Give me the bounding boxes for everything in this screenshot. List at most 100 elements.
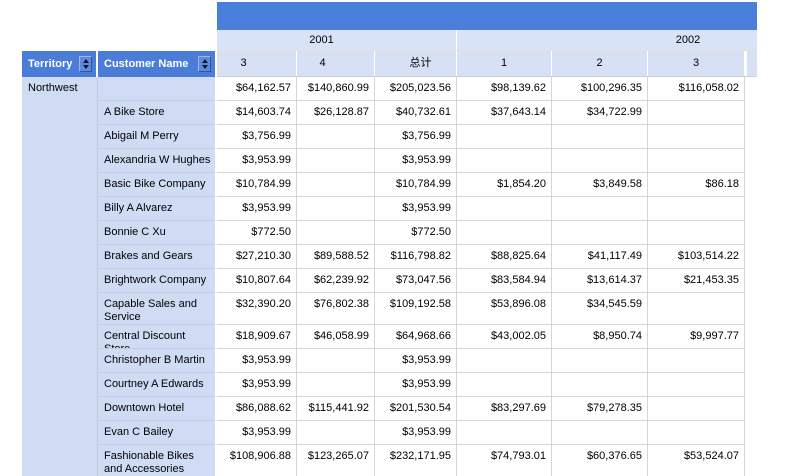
- table-row: $108,906.88 $123,265.07 $232,171.95 $74,…: [217, 445, 757, 476]
- value-cell: $3,756.99: [217, 125, 297, 149]
- territory-cell: [22, 293, 98, 325]
- table-row: $10,807.64 $62,239.92 $73,047.56 $83,584…: [217, 269, 757, 293]
- year-group-2002[interactable]: 2002: [675, 34, 701, 46]
- value-cell: $14,603.74: [217, 101, 297, 125]
- period-header-2002-3[interactable]: 3: [648, 51, 745, 76]
- value-cell: $64,162.57: [217, 77, 297, 101]
- customer-name-cell[interactable]: Central Discount Store: [98, 325, 215, 349]
- value-cell: [297, 149, 375, 173]
- customer-name-cell[interactable]: Christopher B Martin: [98, 349, 215, 373]
- value-cell: $3,953.99: [375, 373, 457, 397]
- table-row: $3,953.99 $3,953.99: [217, 373, 757, 397]
- value-cell: $76,802.38: [297, 293, 375, 325]
- period-header-2001-4[interactable]: 4: [297, 51, 375, 76]
- territory-cell: [22, 173, 98, 197]
- period-header-2002-2[interactable]: 2: [552, 51, 648, 76]
- sort-desc-icon: [82, 65, 89, 69]
- territory-cell: [22, 221, 98, 245]
- clipped-cell: [745, 149, 757, 173]
- row-header: Brakes and Gears: [22, 245, 215, 269]
- customer-name-cell[interactable]: Brightwork Company: [98, 269, 215, 293]
- clipped-cell: [745, 445, 757, 476]
- customer-name-cell[interactable]: Downtown Hotel: [98, 397, 215, 421]
- row-header-area: Territory Customer Name Northwest: [22, 51, 215, 476]
- clipped-cell: [745, 269, 757, 293]
- value-cell: [648, 421, 745, 445]
- territory-column-header[interactable]: Territory: [22, 51, 98, 77]
- customer-sort-button[interactable]: [198, 56, 211, 72]
- row-header: Courtney A Edwards: [22, 373, 215, 397]
- row-header: Brightwork Company: [22, 269, 215, 293]
- value-cell: $26,128.87: [297, 101, 375, 125]
- period-header-clipped: [747, 51, 757, 76]
- row-header: Abigail M Perry: [22, 125, 215, 149]
- table-row: $3,953.99 $3,953.99: [217, 197, 757, 221]
- value-cell: [552, 421, 648, 445]
- sort-desc-icon: [201, 65, 208, 69]
- value-cell: [297, 421, 375, 445]
- customer-name-cell[interactable]: Billy A Alvarez: [98, 197, 215, 221]
- period-header-grand-total[interactable]: 总计: [375, 51, 457, 76]
- customer-name-cell[interactable]: Capable Sales and Service: [98, 293, 215, 325]
- territory-cell: [22, 269, 98, 293]
- clipped-cell: [745, 373, 757, 397]
- value-cell: [552, 349, 648, 373]
- value-cell: $18,909.67: [217, 325, 297, 349]
- value-cell: $3,756.99: [375, 125, 457, 149]
- customer-name-cell[interactable]: Brakes and Gears: [98, 245, 215, 269]
- territory-cell: [22, 101, 98, 125]
- customer-name-cell[interactable]: Abigail M Perry: [98, 125, 215, 149]
- customer-name-cell[interactable]: Basic Bike Company: [98, 173, 215, 197]
- value-cell: [648, 125, 745, 149]
- value-cell: [552, 149, 648, 173]
- clipped-cell: [745, 125, 757, 149]
- value-cell: $27,210.30: [217, 245, 297, 269]
- row-header: Northwest: [22, 77, 215, 101]
- value-cell: $21,453.35: [648, 269, 745, 293]
- territory-cell: [22, 197, 98, 221]
- value-cell: $116,058.02: [648, 77, 745, 101]
- value-cell: [552, 197, 648, 221]
- value-cell: $53,524.07: [648, 445, 745, 476]
- customer-name-cell[interactable]: Evan C Bailey: [98, 421, 215, 445]
- territory-cell: [22, 349, 98, 373]
- value-cell: $123,265.07: [297, 445, 375, 476]
- customer-name-cell[interactable]: Bonnie C Xu: [98, 221, 215, 245]
- period-header-2001-3[interactable]: 3: [217, 51, 297, 76]
- value-cell: $83,297.69: [457, 397, 552, 421]
- value-cell: $3,953.99: [375, 197, 457, 221]
- value-cell: $98,139.62: [457, 77, 552, 101]
- customer-name-cell[interactable]: A Bike Store: [98, 101, 215, 125]
- table-row: $3,953.99 $3,953.99: [217, 149, 757, 173]
- value-cell: $34,545.59: [552, 293, 648, 325]
- territory-cell[interactable]: Northwest: [22, 77, 98, 101]
- customer-name-cell[interactable]: Alexandria W Hughes: [98, 149, 215, 173]
- territory-sort-button[interactable]: [79, 56, 92, 72]
- clipped-cell: [745, 77, 757, 101]
- value-cell: [648, 197, 745, 221]
- value-cell: $115,441.92: [297, 397, 375, 421]
- row-header: Evan C Bailey: [22, 421, 215, 445]
- row-header: A Bike Store: [22, 101, 215, 125]
- table-row: $14,603.74 $26,128.87 $40,732.61 $37,643…: [217, 101, 757, 125]
- value-cell: $3,953.99: [375, 421, 457, 445]
- value-cell: [457, 125, 552, 149]
- value-cell: $3,953.99: [375, 349, 457, 373]
- value-cell: $40,732.61: [375, 101, 457, 125]
- value-cell: $108,906.88: [217, 445, 297, 476]
- value-cell: [457, 221, 552, 245]
- clipped-cell: [745, 245, 757, 269]
- territory-cell: [22, 149, 98, 173]
- value-cell: $103,514.22: [648, 245, 745, 269]
- value-cell: $3,953.99: [217, 373, 297, 397]
- year-group-2001[interactable]: 2001: [217, 30, 457, 50]
- customer-name-cell[interactable]: [98, 77, 215, 101]
- customer-name-column-header[interactable]: Customer Name: [98, 51, 215, 77]
- value-cell: $3,953.99: [375, 149, 457, 173]
- period-header-2002-1[interactable]: 1: [457, 51, 552, 76]
- value-cell: [297, 221, 375, 245]
- value-cell: [648, 221, 745, 245]
- territory-header-label: Territory: [28, 57, 73, 70]
- customer-name-cell[interactable]: Fashionable Bikes and Accessories: [98, 445, 215, 476]
- customer-name-cell[interactable]: Courtney A Edwards: [98, 373, 215, 397]
